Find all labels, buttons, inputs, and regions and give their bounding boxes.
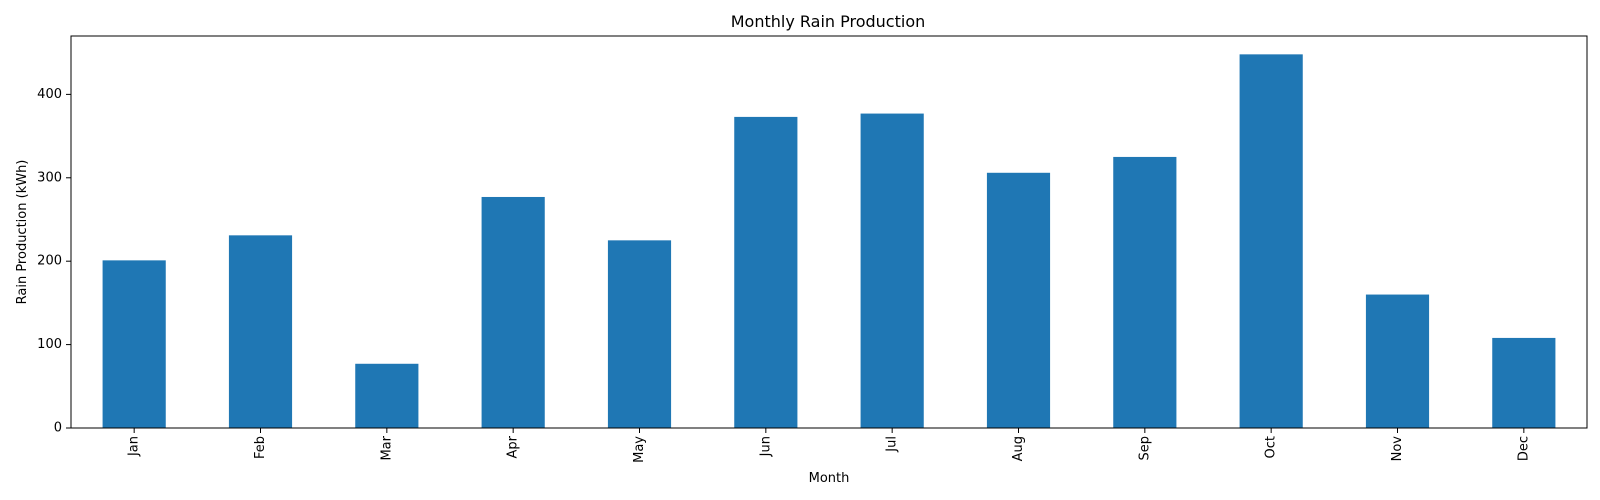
y-tick-label: 400 [37, 87, 62, 102]
x-tick-label: Jun [758, 436, 773, 457]
bar-aug [986, 172, 1051, 428]
bar-dec [1492, 337, 1556, 428]
y-tick-label: 300 [37, 170, 62, 185]
x-tick-label: Mar [379, 435, 394, 460]
bars-group [102, 54, 1556, 429]
y-tick-label: 200 [37, 254, 62, 269]
x-tick-label: Sep [1137, 436, 1152, 461]
x-tick-label: Nov [1390, 436, 1405, 462]
x-tick-label: Oct [1264, 436, 1279, 458]
bar-sep [1113, 156, 1177, 429]
y-tick-label: 100 [37, 337, 62, 352]
x-tick-label: Jul [885, 436, 900, 453]
plot-frame [70, 35, 1588, 429]
x-tick-label: Feb [253, 436, 268, 459]
bar-jun [734, 116, 798, 428]
x-axis-title: Month [809, 471, 850, 486]
x-tick-label: Apr [506, 435, 521, 458]
y-tick-label: 0 [54, 421, 62, 436]
y-axis: 0 100 200 300 400 [37, 87, 71, 436]
bar-oct [1239, 54, 1303, 428]
bar-nov [1365, 294, 1430, 428]
bar-may [607, 240, 672, 428]
bar-apr [481, 196, 545, 428]
bar-mar [355, 363, 419, 428]
chart-title: Monthly Rain Production [731, 12, 926, 31]
y-axis-title: Rain Production (kWh) [15, 160, 30, 305]
bar-feb [228, 235, 293, 428]
x-tick-label: May [632, 436, 647, 463]
x-axis: Jan Feb Mar Apr May Jun Jul Aug Sep Oct Nov Dec [127, 428, 1531, 463]
bar-jul [860, 113, 924, 429]
bar-jan [102, 260, 166, 428]
x-tick-label: Jan [127, 436, 142, 457]
x-tick-label: Aug [1011, 436, 1026, 461]
x-tick-label: Dec [1516, 436, 1531, 461]
